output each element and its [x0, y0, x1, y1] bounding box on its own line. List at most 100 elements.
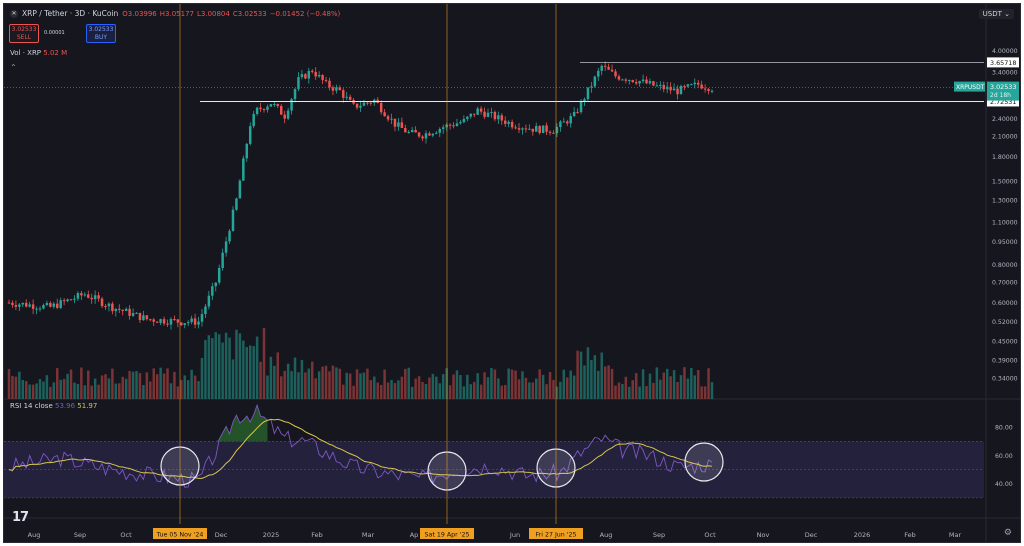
volume-bar: [607, 365, 610, 399]
candle-body: [31, 304, 35, 309]
time-tick-label: Aug: [600, 531, 613, 539]
volume-bar: [90, 385, 93, 399]
volume-bar: [634, 373, 638, 399]
volume-bar: [610, 368, 614, 399]
volume-legend: Vol · XRP 5.02 M: [10, 49, 67, 57]
volume-bar: [231, 359, 235, 399]
candle-body: [497, 115, 500, 120]
candle-body: [703, 88, 707, 90]
candle-body: [476, 108, 479, 115]
candle-body: [345, 96, 348, 98]
volume-bar: [186, 380, 190, 399]
chart-canvas[interactable]: 80.00 60.00 40.00 Tue 05 Nov '24 Sat 19 Apr…: [4, 4, 1020, 542]
candle-body: [428, 133, 431, 136]
rsi-label: RSI 14 close: [10, 402, 53, 410]
volume-bar: [421, 382, 424, 399]
price-tick-label: 2.10000: [992, 134, 1018, 141]
volume-bar: [359, 373, 362, 399]
candle-body: [121, 309, 124, 311]
candle-body: [228, 230, 231, 242]
volume-bar: [276, 352, 280, 399]
volume-bar: [214, 332, 218, 399]
candle-body: [7, 302, 11, 304]
buy-button[interactable]: 3.02533 BUY: [86, 24, 116, 43]
volume-bar: [497, 378, 500, 399]
price-tick-label: 0.39000: [992, 357, 1018, 364]
volume-bar: [7, 368, 11, 399]
volume-bar: [348, 373, 352, 399]
candle-body: [535, 126, 538, 132]
volume-bar: [662, 372, 665, 399]
volume-bar: [242, 340, 245, 399]
candle-body: [510, 121, 514, 128]
volume-bar: [569, 370, 572, 399]
time-marker-tag: Tue 05 Nov '24: [156, 532, 204, 539]
time-tick-label: Feb: [311, 531, 323, 539]
candle-body: [73, 298, 76, 300]
volume-bar: [131, 371, 135, 399]
candle-body: [300, 74, 304, 78]
volume-bar: [524, 377, 528, 399]
candle-body: [610, 69, 614, 72]
candle-body: [186, 322, 190, 324]
candle-body: [634, 82, 638, 84]
candle-body: [221, 252, 224, 268]
tradingview-logo[interactable]: 17: [12, 510, 29, 525]
candle-body: [628, 80, 631, 82]
candle-body: [245, 143, 249, 159]
volume-bar: [159, 367, 162, 399]
time-tick-label: 2025: [263, 531, 280, 539]
volume-bar: [686, 378, 690, 399]
candle-body: [397, 122, 400, 127]
candle-body: [97, 295, 100, 299]
volume-bar: [279, 376, 283, 399]
volume-bar: [548, 371, 552, 399]
candle-body: [138, 312, 142, 321]
volume-bar: [180, 380, 183, 399]
candle-body: [45, 302, 49, 306]
volume-bar: [703, 386, 707, 399]
candle-body: [314, 71, 317, 77]
volume-bar: [665, 368, 669, 399]
volume-bar: [238, 333, 242, 399]
candle-body: [672, 88, 676, 91]
chevron-up-icon[interactable]: ⌃: [10, 63, 17, 72]
rsi-pane: 80.00 60.00 40.00: [4, 403, 1013, 499]
volume-bar: [345, 372, 348, 399]
chart-frame[interactable]: 80.00 60.00 40.00 Tue 05 Nov '24 Sat 19 Apr…: [3, 3, 1021, 543]
candle-body: [200, 314, 204, 322]
sell-button[interactable]: 3.02533 SELL: [9, 24, 39, 43]
candle-body: [469, 113, 473, 117]
candle-body: [214, 282, 218, 287]
time-tick-label: Dec: [805, 531, 818, 539]
candle-body: [193, 318, 197, 325]
volume-bar: [552, 380, 555, 399]
rsi-tick-label: 40.00: [995, 481, 1013, 488]
volume-bar: [424, 384, 428, 399]
candle-body: [466, 116, 469, 119]
candle-body: [483, 111, 486, 117]
candle-body: [180, 322, 183, 326]
candle-body: [35, 308, 38, 310]
symbol-title[interactable]: XRP / Tether · 3D · KuCoin: [22, 9, 119, 18]
candle-body: [624, 79, 628, 81]
candle-body: [710, 90, 714, 92]
candle-body: [448, 124, 452, 126]
candle-body: [659, 84, 662, 86]
candle-body: [124, 308, 128, 311]
volume-bar: [166, 368, 169, 399]
volume-bar: [18, 371, 21, 399]
candle-body: [455, 123, 459, 127]
candle-body: [42, 305, 45, 309]
candle-body: [38, 308, 42, 310]
candle-body: [11, 302, 14, 306]
currency-selector[interactable]: USDT ⌄: [978, 9, 1014, 19]
gear-icon[interactable]: ⚙: [1003, 528, 1012, 538]
volume-bar: [317, 371, 321, 399]
volume-bar: [652, 382, 655, 399]
candle-body: [559, 121, 562, 128]
rsi-ma-value: 51.97: [77, 402, 98, 410]
volume-bar: [21, 379, 25, 399]
volume-bar: [528, 382, 531, 399]
volume-bar: [545, 384, 548, 399]
